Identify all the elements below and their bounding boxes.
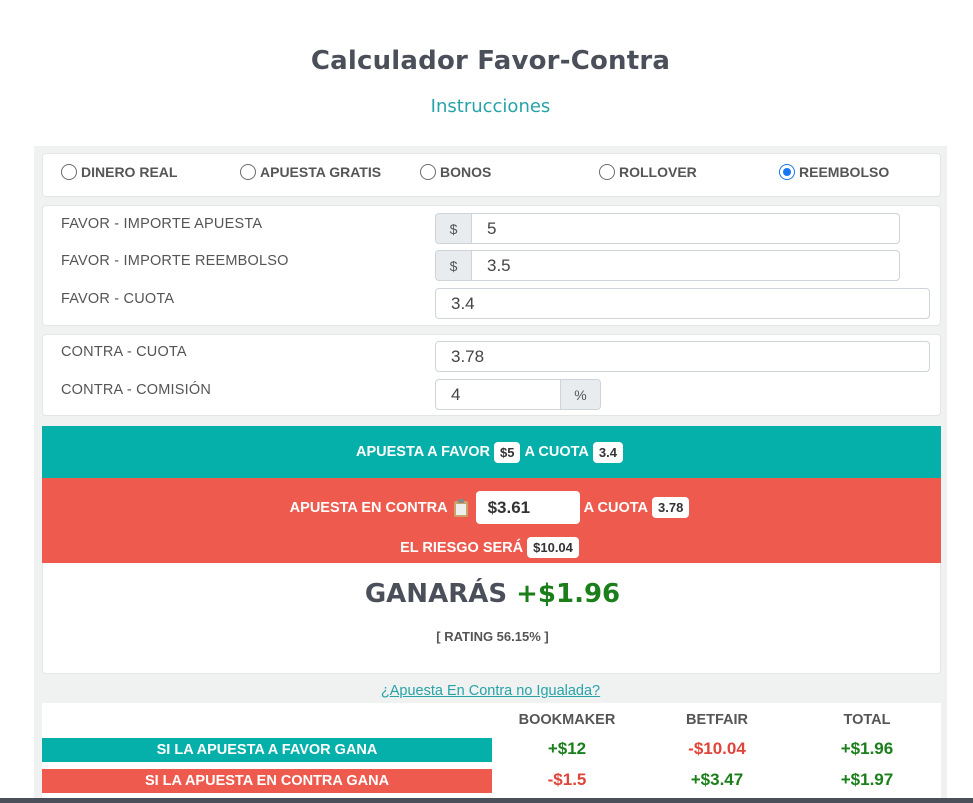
mode-selector: DINERO REAL APUESTA GRATIS BONOS ROLLOVE… [42,153,941,197]
table-cell: +$1.96 [840,739,894,758]
radio-reembolso[interactable] [779,164,795,180]
profit-heading: GANARÁS +$1.96 [43,579,942,609]
table-cell: -$10.04 [688,739,746,758]
favor-refund-group: $ 3.5 [435,250,900,281]
percent-addon: % [561,379,601,410]
favor-refund-label: FAVOR - IMPORTE REEMBOLSO [61,253,289,269]
bottom-bar [0,798,973,803]
mode-label: ROLLOVER [619,164,697,180]
mode-label: APUESTA GRATIS [260,164,382,180]
favor-form: FAVOR - IMPORTE APUESTA $ 5 FAVOR - IMPO… [42,205,941,326]
result-card: GANARÁS +$1.96 [ RATING 56.15% ] [42,563,941,674]
mode-option-bonos[interactable]: BONOS [420,164,491,180]
mode-label: BONOS [440,164,492,180]
radio-apuesta-gratis[interactable] [240,164,256,180]
instructions-link[interactable]: Instrucciones [430,96,551,117]
risk-label: EL RIESGO SERÁ [400,539,524,556]
rating-text: [ RATING 56.15% ] [436,629,549,644]
lay-stake-field[interactable]: $3.61 [475,491,580,524]
contra-odds-group: 3.78 [435,341,930,372]
radio-rollover[interactable] [599,164,615,180]
outcome-table: BOOKMAKER BETFAIR TOTAL SI LA APUESTA A … [42,703,941,803]
back-odds-badge: 3.4 [592,441,623,463]
calculator-panel: DINERO REAL APUESTA GRATIS BONOS ROLLOVE… [34,146,947,803]
favor-stake-group: $ 5 [435,213,900,244]
back-bet-prefix: APUESTA A FAVOR [356,444,490,460]
mode-label: REEMBOLSO [799,164,890,180]
mode-option-reembolso[interactable]: REEMBOLSO [779,164,889,180]
profit-label: GANARÁS [364,579,508,609]
contra-form: CONTRA - CUOTA 3.78 CONTRA - COMISIÓN 4 … [42,334,941,416]
currency-addon: $ [435,250,471,281]
table-cell: +$3.47 [690,770,744,789]
column-header-total: TOTAL [843,712,891,728]
lay-bet-bar: APUESTA EN CONTRA $3.61 A CUOTA 3.78 EL … [42,478,941,563]
clipboard-icon[interactable] [453,498,468,517]
radio-dinero-real[interactable] [61,164,77,180]
back-stake-badge: $5 [494,441,521,463]
risk-line: EL RIESGO SERÁ $10.04 [42,537,941,558]
favor-odds-label: FAVOR - CUOTA [61,291,175,307]
radio-bonos[interactable] [420,164,436,180]
contra-commission-group: 4 % [435,379,601,410]
row-label-back-wins: SI LA APUESTA A FAVOR GANA [42,738,492,762]
unmatched-lay-link[interactable]: ¿Apuesta En Contra no Igualada? [380,683,601,699]
mode-option-apuesta-gratis[interactable]: APUESTA GRATIS [240,164,381,180]
favor-odds-input[interactable]: 3.4 [435,288,930,319]
contra-odds-label: CONTRA - CUOTA [61,344,187,360]
contra-odds-input[interactable]: 3.78 [435,341,930,372]
table-cell: -$1.5 [547,770,587,789]
column-header-bookmaker: BOOKMAKER [518,712,616,728]
currency-addon: $ [435,213,471,244]
back-bet-bar: APUESTA A FAVOR $5 A CUOTA 3.4 [42,426,941,478]
column-header-betfair: BETFAIR [685,712,749,728]
mode-option-rollover[interactable]: ROLLOVER [599,164,697,180]
mode-option-dinero-real[interactable]: DINERO REAL [61,164,177,180]
favor-stake-label: FAVOR - IMPORTE APUESTA [61,216,263,232]
lay-bet-mid: A CUOTA [583,499,649,516]
contra-commission-input[interactable]: 4 [435,379,561,410]
profit-value: +$1.96 [516,579,621,609]
risk-badge: $10.04 [527,537,579,558]
favor-odds-group: 3.4 [435,288,930,319]
favor-refund-input[interactable]: 3.5 [471,250,900,281]
lay-odds-badge: 3.78 [652,497,690,518]
contra-commission-label: CONTRA - COMISIÓN [61,382,212,398]
mode-label: DINERO REAL [81,164,178,180]
back-bet-mid: A CUOTA [524,444,589,460]
table-cell: +$1.97 [840,770,894,789]
lay-bet-prefix: APUESTA EN CONTRA [289,499,448,516]
row-label-lay-wins: SI LA APUESTA EN CONTRA GANA [42,769,492,793]
table-cell: +$12 [547,739,587,758]
page-title: Calculador Favor-Contra [310,46,671,76]
favor-stake-input[interactable]: 5 [471,213,900,244]
lay-bet-line: APUESTA EN CONTRA $3.61 A CUOTA 3.78 [42,491,941,524]
